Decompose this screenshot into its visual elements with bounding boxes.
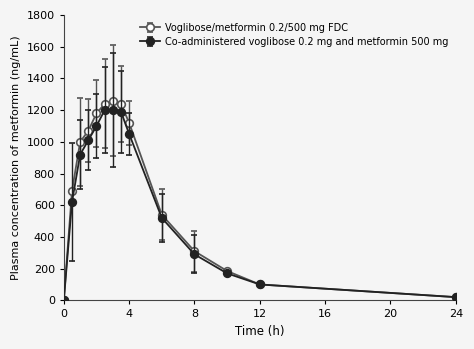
- Legend: Voglibose/metformin 0.2/500 mg FDC, Co-administered voglibose 0.2 mg and metform: Voglibose/metformin 0.2/500 mg FDC, Co-a…: [137, 20, 451, 50]
- X-axis label: Time (h): Time (h): [235, 325, 284, 338]
- Y-axis label: Plasma concentration of metformin (ng/mL): Plasma concentration of metformin (ng/mL…: [11, 35, 21, 280]
